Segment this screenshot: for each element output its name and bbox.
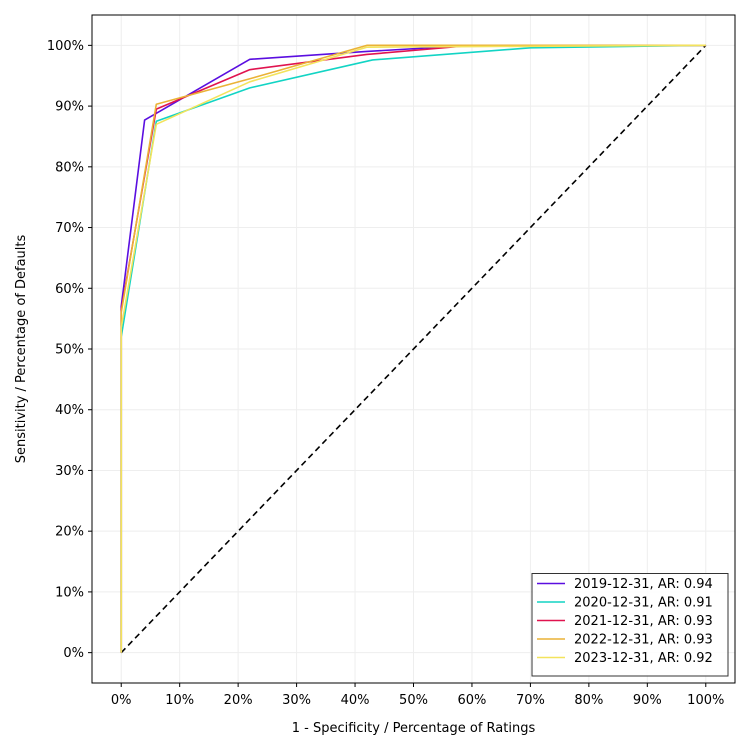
y-tick-label: 40% [55,403,84,418]
x-axis-ticks: 0% 10% 20% 30% 40% 50% 60% 70% 80% 90% 100% [111,683,724,708]
x-tick-label: 20% [224,693,253,708]
y-axis-label: Sensitivity / Percentage of Defaults [14,235,29,464]
x-tick-label: 80% [574,693,603,708]
x-tick-label: 40% [341,693,370,708]
y-tick-label: 60% [55,282,84,297]
y-tick-label: 50% [55,343,84,358]
x-tick-label: 10% [165,693,194,708]
y-tick-label: 30% [55,464,84,479]
x-tick-label: 70% [516,693,545,708]
y-tick-label: 0% [63,646,84,661]
x-axis-label: 1 - Specificity / Percentage of Ratings [292,721,536,736]
legend-entry-4: 2022-12-31, AR: 0.93 [574,633,713,648]
series-layer [120,44,706,653]
x-tick-label: 50% [399,693,428,708]
legend: 2019-12-31, AR: 0.94 2020-12-31, AR: 0.91… [531,573,729,677]
series-line-5 [120,44,706,653]
y-tick-label: 80% [55,160,84,175]
reference-diagonal-line [120,44,707,654]
series-line-4 [120,44,706,653]
y-tick-label: 70% [55,221,84,236]
y-tick-label: 20% [55,525,84,540]
legend-entry-5: 2023-12-31, AR: 0.92 [574,651,713,666]
y-tick-label: 90% [55,100,84,115]
x-tick-label: 60% [458,693,487,708]
x-tick-label: 100% [687,693,724,708]
legend-entry-2: 2020-12-31, AR: 0.91 [574,596,713,611]
y-tick-label: 100% [47,39,84,54]
reference-line-layer [120,44,707,654]
legend-frame [531,573,729,677]
legend-entry-1: 2019-12-31, AR: 0.94 [574,577,713,592]
y-tick-label: 10% [55,585,84,600]
x-tick-label: 0% [111,693,132,708]
x-tick-label: 90% [633,693,662,708]
y-axis-ticks: 0% 10% 20% 30% 40% 50% 60% 70% 80% 90% 100% [47,39,92,661]
legend-entry-3: 2021-12-31, AR: 0.93 [574,614,713,629]
x-tick-label: 30% [282,693,311,708]
